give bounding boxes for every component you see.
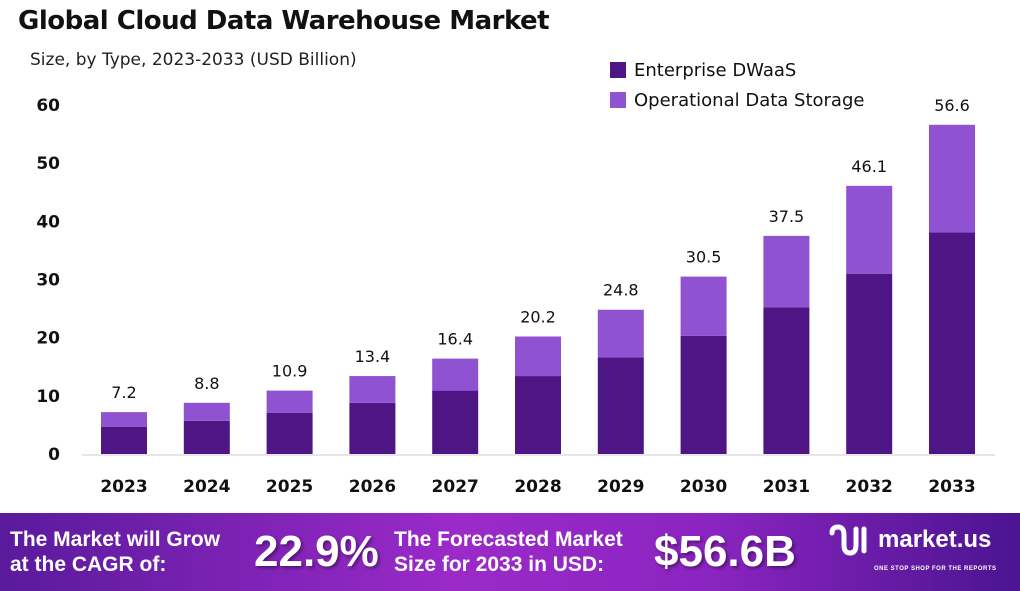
x-tick-label: 2030 [680, 477, 727, 497]
y-tick-label: 60 [36, 96, 60, 116]
x-tick-label: 2032 [846, 477, 893, 497]
chart-subtitle: Size, by Type, 2023-2033 (USD Billion) [30, 50, 357, 70]
legend-swatch [610, 62, 626, 78]
cagr-value: 22.9% [254, 527, 379, 576]
total-label: 30.5 [686, 248, 722, 267]
bar-operational-data-storage-2032 [846, 185, 893, 274]
bar-enterprise-dwaas-2031 [763, 307, 810, 454]
legend-swatch [610, 92, 626, 108]
total-label: 37.5 [769, 207, 805, 226]
total-label: 24.8 [603, 281, 639, 300]
y-tick-label: 20 [36, 329, 60, 349]
total-label: 56.6 [934, 96, 970, 115]
cagr-label: The Market will Grow at the CAGR of: [10, 527, 220, 577]
bar-operational-data-storage-2027 [432, 358, 479, 391]
bar-enterprise-dwaas-2024 [183, 420, 230, 454]
total-label: 46.1 [851, 157, 887, 176]
forecast-value: $56.6B [654, 527, 796, 576]
bar-operational-data-storage-2026 [349, 376, 396, 403]
bar-enterprise-dwaas-2032 [846, 273, 893, 454]
bar-enterprise-dwaas-2023 [101, 426, 147, 454]
x-tick-label: 2027 [432, 477, 479, 497]
total-label: 16.4 [437, 330, 473, 349]
chart-title: Global Cloud Data Warehouse Market [18, 6, 550, 36]
bar-operational-data-storage-2024 [183, 402, 230, 421]
total-label: 8.8 [194, 374, 219, 393]
y-tick-label: 40 [36, 212, 60, 232]
cagr-label-line2: at the CAGR of: [10, 553, 167, 576]
bar-operational-data-storage-2033 [929, 124, 975, 233]
x-tick-label: 2026 [349, 477, 396, 497]
legend-label: Operational Data Storage [634, 90, 864, 111]
y-tick-label: 30 [36, 271, 60, 291]
forecast-label: The Forecasted Market Size for 2033 in U… [394, 527, 623, 577]
legend-label: Enterprise DWaaS [634, 60, 796, 81]
bar-enterprise-dwaas-2028 [515, 376, 561, 454]
bar-operational-data-storage-2023 [101, 412, 147, 427]
total-label: 20.2 [520, 308, 556, 327]
x-tick-label: 2029 [597, 477, 644, 497]
logo-tagline: ONE STOP SHOP FOR THE REPORTS [874, 566, 997, 572]
bar-enterprise-dwaas-2030 [680, 335, 727, 454]
y-tick-label: 10 [36, 387, 60, 407]
total-label: 13.4 [355, 347, 391, 366]
x-tick-label: 2023 [100, 477, 147, 497]
x-tick-label: 2025 [266, 477, 313, 497]
bar-operational-data-storage-2025 [266, 390, 313, 413]
logo-icon [829, 524, 867, 556]
bar-enterprise-dwaas-2029 [597, 357, 644, 454]
x-tick-label: 2024 [183, 477, 230, 497]
forecast-label-line1: The Forecasted Market [394, 528, 623, 551]
total-label: 10.9 [272, 362, 308, 381]
bar-operational-data-storage-2029 [597, 309, 644, 358]
bar-operational-data-storage-2031 [763, 235, 810, 308]
y-tick-label: 50 [36, 154, 60, 174]
market-us-logo: market.us [828, 523, 991, 557]
bar-operational-data-storage-2030 [680, 276, 727, 336]
x-tick-label: 2028 [514, 477, 561, 497]
bar-enterprise-dwaas-2033 [929, 232, 975, 454]
forecast-label-line2: Size for 2033 in USD: [394, 553, 605, 576]
cagr-label-line1: The Market will Grow [10, 528, 221, 551]
total-label: 7.2 [111, 383, 136, 402]
bar-operational-data-storage-2028 [515, 336, 561, 377]
bar-enterprise-dwaas-2025 [266, 412, 313, 454]
y-tick-label: 0 [48, 445, 60, 465]
bar-chart: 01020304050607.220238.8202410.9202513.42… [36, 60, 995, 497]
x-tick-label: 2031 [763, 477, 810, 497]
bar-enterprise-dwaas-2026 [349, 402, 396, 454]
footer-banner: The Market will Grow at the CAGR of: 22.… [0, 513, 1020, 591]
bar-enterprise-dwaas-2027 [432, 390, 479, 454]
x-tick-label: 2033 [928, 477, 975, 497]
logo-text: market.us [878, 526, 992, 553]
